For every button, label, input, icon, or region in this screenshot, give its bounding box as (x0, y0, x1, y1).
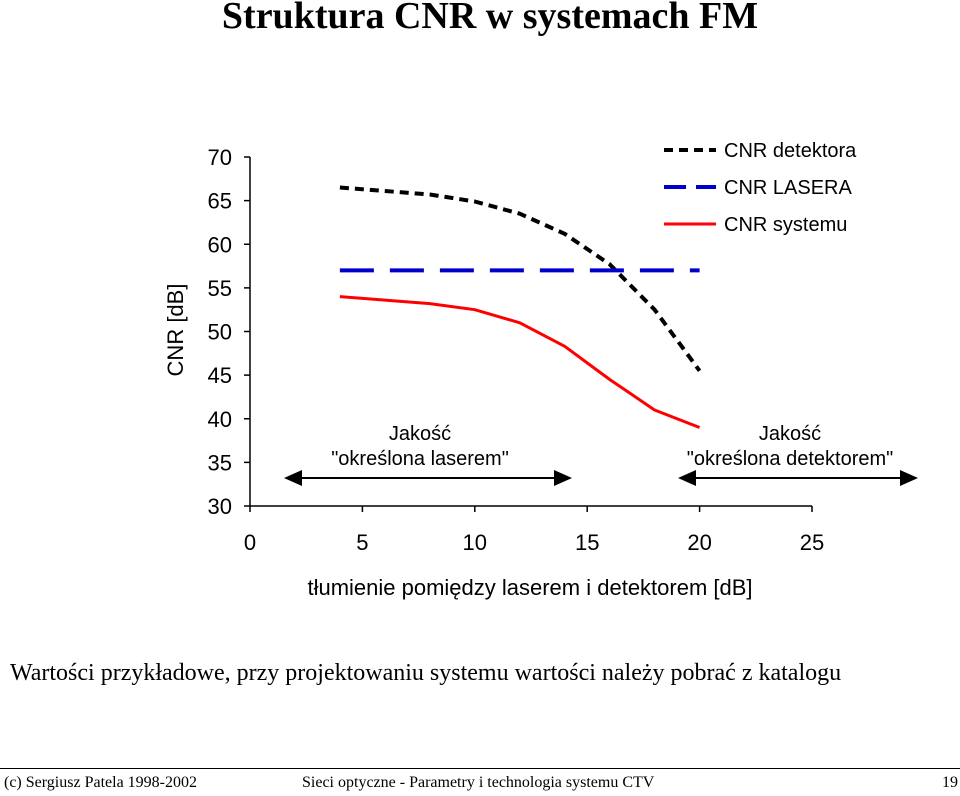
y-tick-label: 60 (208, 232, 232, 257)
x-tick-label: 20 (687, 530, 711, 555)
series-line-cnr-systemu (339, 295, 701, 429)
laser-region-label-line1: Jakość (389, 423, 451, 445)
laser-region-arrow (284, 470, 572, 486)
x-axis-title: tłumienie pomiędzy laserem i detektorem … (307, 575, 752, 600)
x-tick-label: 10 (463, 530, 487, 555)
series-line-cnr-detektora (339, 185, 702, 372)
footer-page-number: 19 (942, 774, 958, 791)
y-tick-label: 65 (208, 189, 232, 214)
detector-region-arrow (678, 470, 918, 486)
x-tick-label: 5 (356, 530, 368, 555)
detector-region-label-line2: "określona detektorem" (687, 448, 894, 470)
legend-label-cnr-systemu: CNR systemu (724, 214, 847, 236)
chart-ticks: 30 35 40 45 50 55 60 65 70 0 5 10 15 20 25 (208, 145, 825, 555)
legend-label-cnr-lasera: CNR LASERA (724, 177, 852, 199)
y-tick-label: 40 (208, 407, 232, 432)
chart-series (339, 185, 702, 429)
chart-legend: CNR detektora CNR LASERA CNR systemu (664, 140, 857, 236)
example-values-note: Wartości przykładowe, przy projektowaniu… (10, 660, 842, 686)
y-tick-label: 50 (208, 320, 232, 345)
x-tick-label: 0 (244, 530, 256, 555)
legend-label-cnr-detektora: CNR detektora (724, 140, 857, 162)
y-axis-title: CNR [dB] (163, 284, 188, 377)
x-tick-label: 25 (800, 530, 824, 555)
x-tick-label: 15 (575, 530, 599, 555)
laser-region-label-line2: "określona laserem" (331, 448, 509, 470)
y-tick-label: 45 (208, 363, 232, 388)
detector-region-label-line1: Jakość (759, 423, 821, 445)
footer-course-title: Sieci optyczne - Parametry i technologia… (302, 774, 655, 791)
y-tick-label: 35 (208, 450, 232, 475)
footer-copyright: (c) Sergiusz Patela 1998-2002 (4, 774, 197, 791)
y-tick-label: 30 (208, 494, 232, 519)
y-tick-label: 55 (208, 276, 232, 301)
footer-divider (0, 768, 960, 769)
y-tick-label: 70 (208, 145, 232, 170)
page-title: Struktura CNR w systemach FM (221, 0, 759, 37)
chart: 30 35 40 45 50 55 60 65 70 0 5 10 15 20 25 CNR detekto… (163, 140, 918, 600)
